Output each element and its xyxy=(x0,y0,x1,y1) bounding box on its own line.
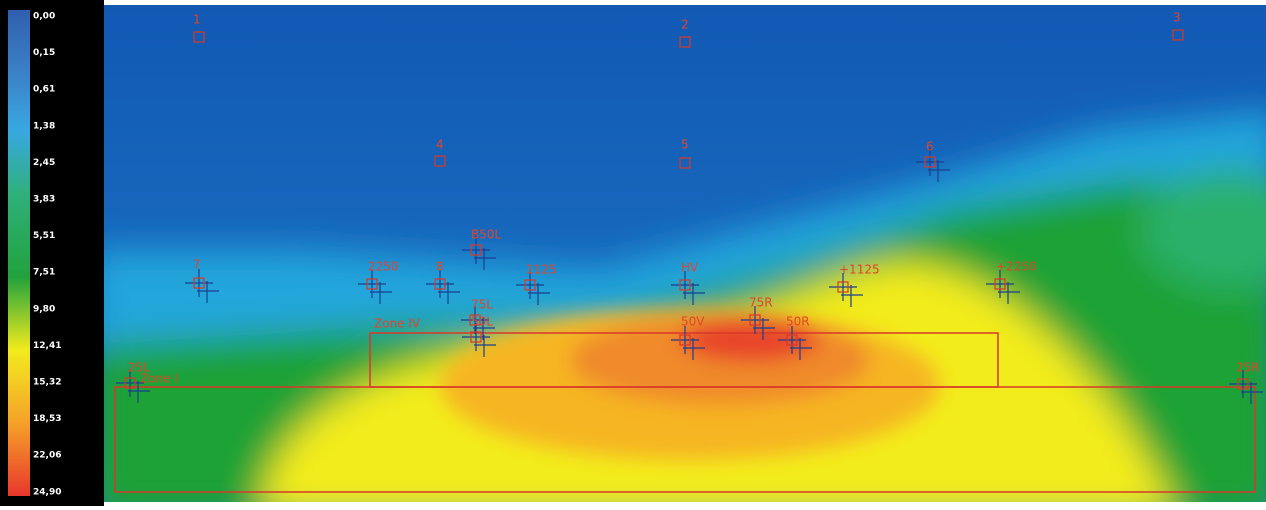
legend-tick-label: 0,61 xyxy=(33,85,55,95)
light-distribution-view: 0,00 0,15 0,61 1,38 2,45 3,83 5,51 7,51 9,80 12,4… xyxy=(0,0,1266,506)
point-label: 2 xyxy=(681,18,689,32)
point-label: +2250 xyxy=(996,260,1037,274)
legend-tick-label: 0,15 xyxy=(33,48,55,58)
point-label: 3 xyxy=(1173,11,1181,25)
heatmap xyxy=(90,5,1266,506)
legend-tick-label: 9,80 xyxy=(33,304,55,314)
legend-tick-label: 0,00 xyxy=(33,12,55,22)
legend-tick-label: 22,06 xyxy=(33,451,61,461)
legend-tick-label: 1,38 xyxy=(33,121,55,131)
point-label: 7 xyxy=(193,258,201,272)
point-label: 50R xyxy=(786,315,810,329)
legend-tick-label: 3,83 xyxy=(33,195,55,205)
legend-tick-label: 24,90 xyxy=(33,487,61,497)
point-label: B50L xyxy=(471,228,502,242)
legend-tick-label: 12,41 xyxy=(33,341,61,351)
point-label: 50V xyxy=(681,315,705,329)
zone-label: Zone I xyxy=(140,372,178,386)
point-label: 5 xyxy=(681,138,689,152)
point-label: 6 xyxy=(926,140,934,154)
point-label: 50L xyxy=(471,315,493,329)
point-label: 1125 xyxy=(526,263,557,277)
point-label: 75L xyxy=(471,298,493,312)
color-scale xyxy=(8,10,30,496)
point-label: +1125 xyxy=(839,263,880,277)
legend-tick-label: 5,51 xyxy=(33,231,55,241)
point-label: 75R xyxy=(749,296,773,310)
legend-tick-label: 15,32 xyxy=(33,378,61,388)
legend-tick-label: 18,53 xyxy=(33,414,61,424)
point-label: 8 xyxy=(436,260,444,274)
legend-tick-label: 2,45 xyxy=(33,158,55,168)
point-label: HV xyxy=(681,261,699,275)
point-label: 25R xyxy=(1236,361,1260,375)
point-label: 1 xyxy=(193,13,201,27)
legend-tick-label: 7,51 xyxy=(33,268,55,278)
zone-label: Zone IV xyxy=(374,317,421,331)
point-label: 4 xyxy=(436,138,444,152)
point-label: 2250 xyxy=(368,260,399,274)
